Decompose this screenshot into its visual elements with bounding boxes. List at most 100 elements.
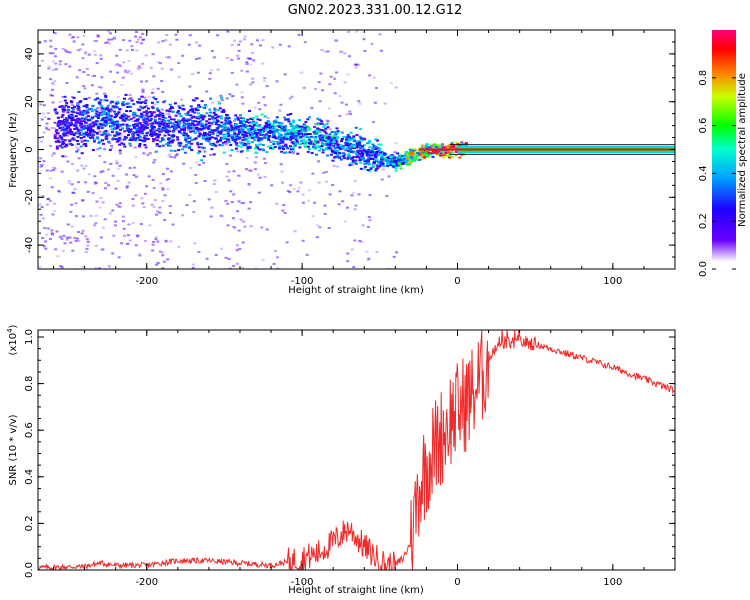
- heatmap-cell: [409, 158, 413, 161]
- heatmap-cell: [140, 95, 144, 98]
- heatmap-cell: [166, 131, 170, 134]
- heatmap-cell: [100, 133, 104, 136]
- heatmap-cell: [161, 188, 165, 191]
- heatmap-cell: [227, 179, 231, 182]
- heatmap-cell: [137, 131, 141, 134]
- heatmap-cell: [339, 140, 343, 143]
- heatmap-cell: [210, 206, 214, 209]
- heatmap-cell: [287, 45, 291, 48]
- heatmap-cell: [232, 120, 236, 123]
- heatmap-cell: [215, 119, 219, 122]
- heatmap-cell: [240, 120, 244, 123]
- heatmap-cell: [344, 103, 348, 106]
- heatmap-cell: [156, 114, 160, 117]
- heatmap-cell: [83, 133, 87, 136]
- heatmap-cell: [304, 120, 308, 123]
- y-tick-label: 0: [24, 146, 35, 152]
- heatmap-cell: [112, 37, 116, 40]
- heatmap-cell: [109, 70, 113, 73]
- heatmap-cell: [61, 95, 65, 98]
- heatmap-cell: [278, 146, 282, 149]
- heatmap-cell: [102, 130, 106, 133]
- heatmap-cell: [71, 115, 75, 118]
- heatmap-cell: [174, 114, 178, 117]
- heatmap-cell: [347, 144, 351, 147]
- heatmap-cell: [125, 102, 129, 105]
- heatmap-cell: [281, 209, 285, 212]
- heatmap-cell: [262, 129, 266, 132]
- heatmap-cell: [162, 260, 166, 263]
- heatmap-cell: [399, 163, 403, 166]
- heatmap-cell: [216, 68, 220, 71]
- heatmap-cell: [165, 56, 169, 59]
- heatmap-cell: [298, 125, 302, 128]
- heatmap-cell: [180, 132, 184, 135]
- heatmap-cell: [176, 110, 180, 113]
- heatmap-cell: [95, 124, 99, 127]
- heatmap-cell: [188, 193, 192, 196]
- heatmap-cell: [161, 200, 165, 203]
- heatmap-cell: [336, 131, 340, 134]
- snr-y-axis-title: SNR (10 * v/v): [8, 414, 19, 485]
- heatmap-cell: [324, 138, 328, 141]
- heatmap-cell: [40, 163, 44, 166]
- heatmap-cell: [304, 146, 308, 149]
- y-tick-label: 1.0: [24, 329, 35, 345]
- heatmap-cell: [62, 129, 66, 132]
- heatmap-cell: [212, 129, 216, 132]
- heatmap-cell: [291, 121, 295, 124]
- heatmap-cell: [340, 131, 344, 134]
- heatmap-cell: [43, 227, 47, 230]
- heatmap-cell: [115, 203, 119, 206]
- heatmap-cell: [227, 135, 231, 138]
- heatmap-cell: [243, 124, 247, 127]
- heatmap-cell: [281, 145, 285, 148]
- heatmap-cell: [226, 132, 230, 135]
- heatmap-cell: [107, 168, 111, 171]
- heatmap-cell: [118, 124, 122, 127]
- heatmap-cell: [92, 130, 96, 133]
- heatmap-cell: [121, 76, 125, 79]
- heatmap-cell: [59, 265, 63, 268]
- heatmap-cell: [181, 214, 185, 217]
- heatmap-cell: [159, 182, 163, 185]
- heatmap-cell: [57, 145, 61, 148]
- heatmap-cell: [352, 161, 356, 164]
- heatmap-cell: [334, 142, 338, 145]
- heatmap-cell: [197, 121, 201, 124]
- heatmap-cell: [283, 73, 287, 76]
- heatmap-cell: [113, 134, 117, 137]
- heatmap-cell: [338, 95, 342, 98]
- heatmap-cell: [363, 165, 367, 168]
- heatmap-cell: [371, 166, 375, 169]
- heatmap-cell: [228, 267, 232, 269]
- heatmap-cell: [303, 133, 307, 136]
- heatmap-cell: [90, 110, 94, 113]
- heatmap-cell: [115, 100, 119, 103]
- heatmap-cell: [421, 157, 425, 160]
- heatmap-cell: [115, 114, 119, 117]
- heatmap-cell: [70, 103, 74, 106]
- heatmap-cell: [85, 133, 89, 136]
- heatmap-cell: [249, 135, 253, 138]
- heatmap-cell: [83, 124, 87, 127]
- heatmap-cell: [90, 84, 94, 87]
- heatmap-cell: [262, 96, 266, 99]
- heatmap-cell: [410, 159, 414, 162]
- heatmap-cell: [355, 30, 359, 33]
- heatmap-cell: [286, 113, 290, 116]
- heatmap-cell: [367, 216, 371, 219]
- heatmap-cell: [280, 170, 284, 173]
- heatmap-cell: [94, 112, 98, 115]
- heatmap-cell: [111, 209, 115, 212]
- heatmap-cell: [324, 146, 328, 149]
- heatmap-cell: [235, 143, 239, 146]
- heatmap-cell: [248, 109, 252, 112]
- heatmap-cell: [127, 181, 131, 184]
- heatmap-cell: [89, 117, 93, 120]
- heatmap-cell: [168, 107, 172, 110]
- heatmap-cell: [331, 146, 335, 149]
- heatmap-cell: [394, 142, 398, 145]
- heatmap-cell: [124, 117, 128, 120]
- heatmap-cell: [80, 139, 84, 142]
